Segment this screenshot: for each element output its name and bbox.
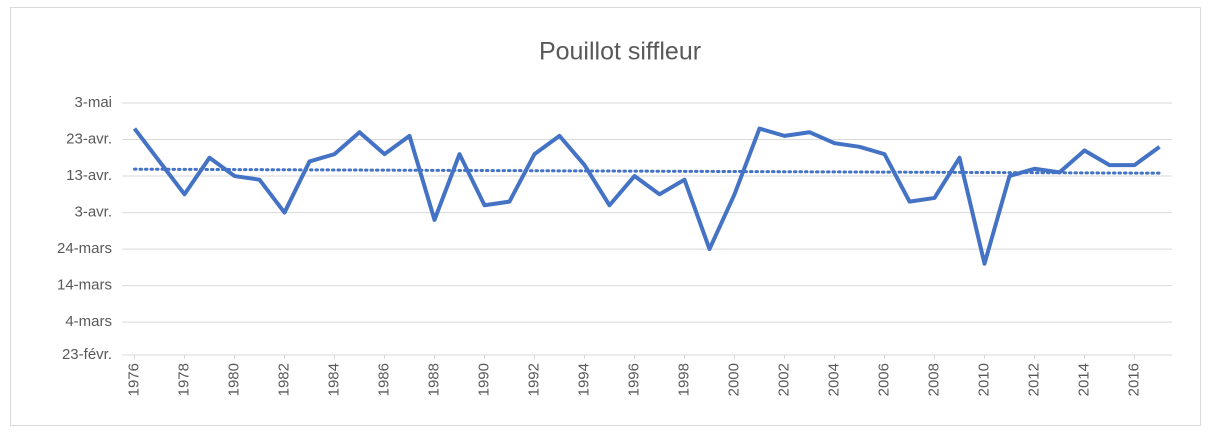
x-tick-label: 1976 (125, 363, 142, 396)
x-tick-label: 2000 (725, 363, 742, 396)
x-tick-label: 2016 (1125, 363, 1142, 396)
x-tick-label: 1980 (225, 363, 242, 396)
x-tick-label: 1994 (575, 363, 592, 396)
y-tick-label: 3-avr. (74, 204, 112, 221)
y-tick-label: 14-mars (57, 277, 112, 294)
x-tick-label: 1984 (325, 363, 342, 396)
y-tick-label: 23-avr. (66, 130, 112, 147)
data-line (132, 126, 1161, 266)
y-tick-label: 23-févr. (62, 346, 112, 363)
x-tick-label: 1992 (525, 363, 542, 396)
chart-title: Pouillot siffleur (539, 38, 701, 66)
y-tick-label: 24-mars (57, 240, 112, 257)
x-tick-label: 2012 (1025, 363, 1042, 396)
x-tick-label: 2006 (875, 363, 892, 396)
x-tick-label: 1982 (275, 363, 292, 396)
x-tick-label: 1978 (175, 363, 192, 396)
x-tick-label: 2014 (1075, 363, 1092, 396)
x-tick-label: 1986 (375, 363, 392, 396)
x-tick-label: 2004 (825, 363, 842, 396)
x-tick-label: 2008 (925, 363, 942, 396)
x-tick-label: 2010 (975, 363, 992, 396)
chart-border (10, 7, 1201, 426)
x-tick-label: 1996 (625, 363, 642, 396)
x-tick-label: 2002 (775, 363, 792, 396)
y-tick-label: 4-mars (65, 313, 112, 330)
x-tick-label: 1990 (475, 363, 492, 396)
y-tick-label: 3-mai (74, 94, 112, 111)
y-tick-label: 13-avr. (66, 167, 112, 184)
x-tick-label: 1988 (425, 363, 442, 396)
x-tick-label: 1998 (675, 363, 692, 396)
